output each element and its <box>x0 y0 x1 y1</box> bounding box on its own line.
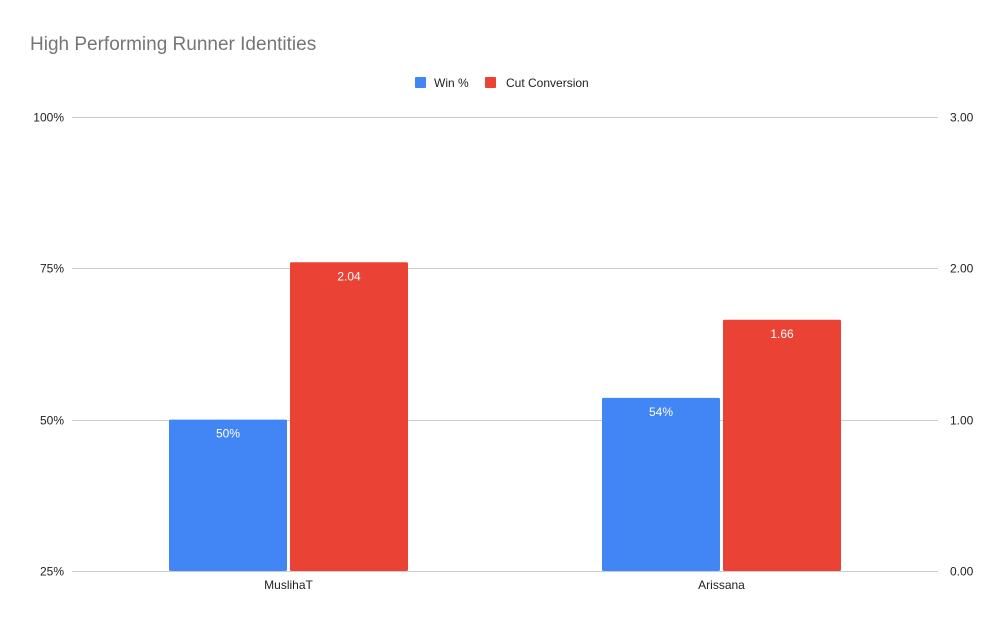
y-right-tick-label: 2.00 <box>950 262 974 276</box>
legend-swatch-win-pct <box>415 77 426 88</box>
y-axis-right: 0.00 1.00 2.00 3.00 <box>950 111 974 579</box>
y-axis-left: 25% 50% 75% 100% <box>33 111 64 579</box>
y-left-tick-label: 100% <box>33 111 64 125</box>
bar-labels: 50% 2.04 54% 1.66 <box>216 269 794 440</box>
chart-title: High Performing Runner Identities <box>30 34 316 55</box>
y-left-tick-label: 75% <box>40 262 64 276</box>
legend: Win % Cut Conversion <box>415 76 589 90</box>
bar-data-label: 50% <box>216 427 240 441</box>
y-right-tick-label: 0.00 <box>950 565 974 579</box>
y-left-tick-label: 25% <box>40 565 64 579</box>
x-tick-label: Arissana <box>698 578 745 592</box>
bar-win-pct <box>169 419 287 571</box>
bar-cut-conversion <box>723 319 841 571</box>
bar-data-label: 2.04 <box>337 269 361 283</box>
y-right-tick-label: 3.00 <box>950 111 974 125</box>
bar-data-label: 1.66 <box>770 327 794 341</box>
bars <box>169 262 841 571</box>
x-tick-label: MuslihaT <box>264 578 313 592</box>
bar-data-label: 54% <box>649 405 673 419</box>
y-left-tick-label: 50% <box>40 414 64 428</box>
bar-cut-conversion <box>290 262 408 571</box>
bar-win-pct <box>602 397 720 571</box>
legend-label-win-pct: Win % <box>434 76 469 90</box>
x-axis: MuslihaT Arissana <box>264 578 745 592</box>
y-right-tick-label: 1.00 <box>950 414 974 428</box>
legend-swatch-cut-conversion <box>485 77 496 88</box>
legend-label-cut-conversion: Cut Conversion <box>506 76 589 90</box>
